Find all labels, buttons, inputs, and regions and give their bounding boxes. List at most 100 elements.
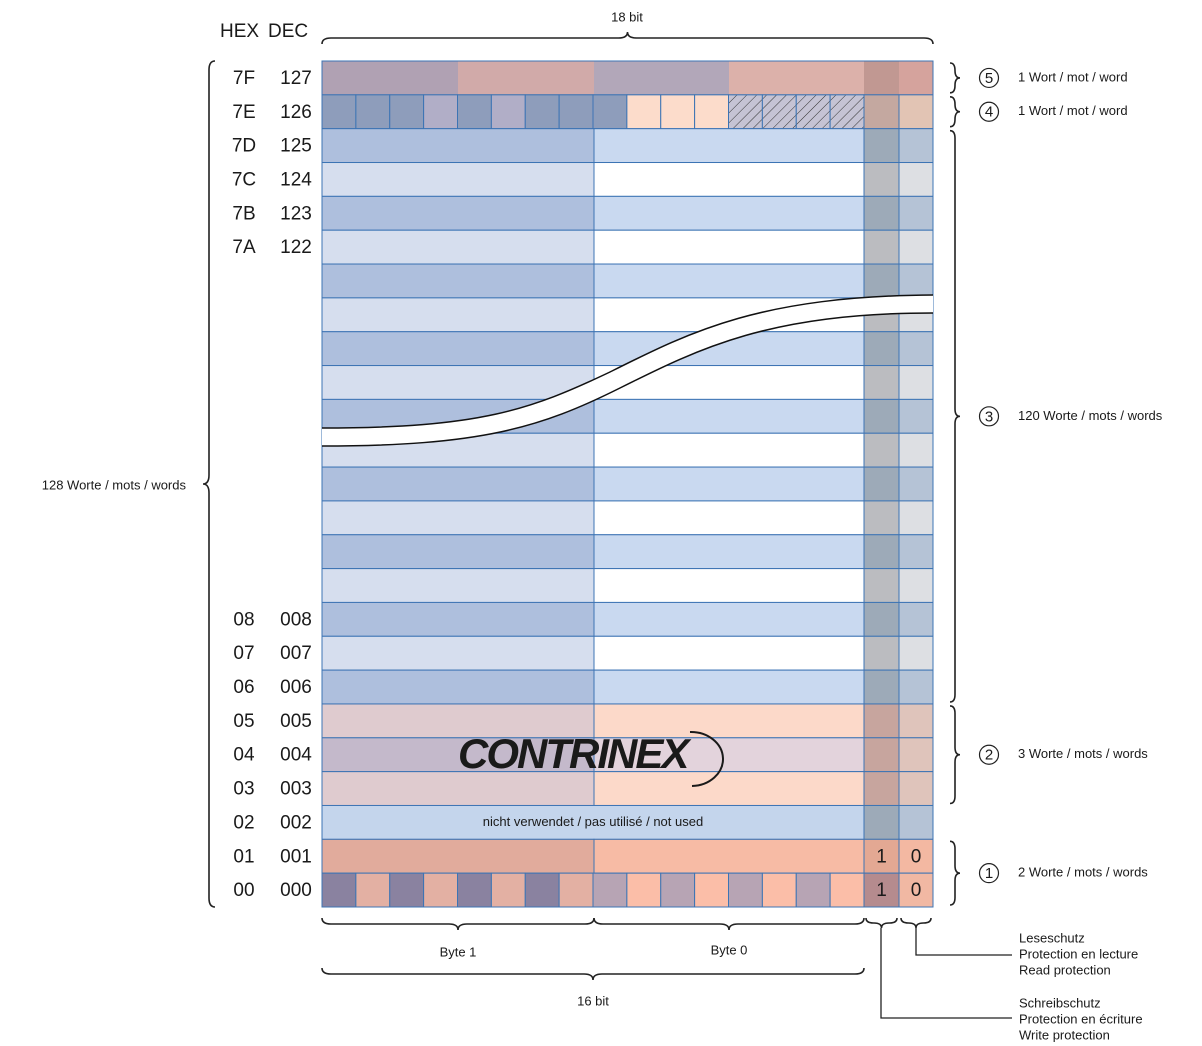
cell [593, 500, 865, 536]
cell [898, 534, 934, 570]
cell [898, 568, 934, 603]
cell [321, 568, 595, 603]
cell [321, 162, 595, 197]
section-label: 1 Wort / mot / word [1018, 103, 1128, 118]
cell [389, 94, 425, 130]
cell [863, 771, 900, 806]
brace [593, 917, 865, 931]
cell [795, 94, 831, 130]
write-protection-label: Schreibschutz [1019, 995, 1101, 1010]
cell [898, 162, 934, 197]
cell [321, 737, 595, 773]
dec-label: 008 [280, 609, 312, 630]
hex-label: 03 [233, 779, 254, 800]
cell [863, 229, 900, 265]
byte-label: Byte 0 [711, 942, 748, 957]
section-label: 2 Worte / mots / words [1018, 865, 1148, 880]
section-number: 5 [985, 70, 993, 87]
read-protection-label: Read protection [1019, 962, 1111, 977]
cell [660, 872, 696, 908]
brace [949, 62, 961, 94]
cell [898, 838, 934, 874]
cell [423, 872, 458, 908]
brace [949, 705, 961, 805]
cell [863, 669, 900, 705]
cell [761, 872, 797, 908]
cell [558, 872, 594, 908]
cell [321, 128, 595, 164]
callout-line [915, 928, 1012, 956]
cell [863, 432, 900, 468]
cell [458, 61, 594, 95]
hex-label: 08 [233, 609, 254, 630]
hex-label: 7E [232, 102, 255, 123]
brace [949, 840, 961, 906]
brace [949, 129, 961, 703]
cell [864, 61, 899, 95]
dec-label: 126 [280, 102, 312, 123]
cell [321, 229, 595, 265]
cell [863, 872, 900, 908]
dec-label: 006 [280, 677, 312, 698]
logo: CONTRINEX [458, 730, 692, 777]
brace [321, 967, 865, 981]
cell [626, 94, 662, 130]
write-protection-label: Write protection [1019, 1027, 1110, 1042]
cell [863, 398, 900, 434]
cell [524, 94, 560, 130]
cell [321, 838, 595, 874]
dec-label: 005 [280, 711, 312, 732]
cell [898, 669, 934, 705]
cell [898, 432, 934, 468]
cell [490, 872, 526, 908]
cell [863, 162, 900, 197]
cell [457, 872, 492, 908]
unused-label: nicht verwendet / pas utilisé / not used [483, 814, 703, 829]
section-label: 120 Worte / mots / words [1018, 408, 1163, 423]
break-edge [321, 294, 934, 429]
cell [863, 703, 900, 739]
cell [898, 195, 934, 231]
protection-bit: 0 [911, 846, 922, 867]
cell [694, 94, 729, 130]
dec-header: DEC [268, 21, 308, 42]
cell [761, 94, 797, 130]
cell [592, 94, 628, 130]
cell [593, 737, 865, 773]
dec-label: 122 [280, 237, 312, 258]
cell [728, 872, 763, 908]
cell [593, 601, 865, 637]
section-badge [978, 744, 1000, 765]
cell [490, 94, 526, 130]
cell [593, 534, 865, 570]
section-number: 3 [985, 408, 993, 425]
cell [321, 635, 595, 671]
cell [321, 297, 595, 333]
brace [321, 31, 934, 45]
brace [900, 917, 932, 929]
cell [863, 500, 900, 536]
cell [660, 94, 696, 130]
width-label: 18 bit [611, 9, 643, 24]
cell [423, 94, 458, 130]
hex-label: 07 [233, 643, 254, 664]
cell [898, 128, 934, 164]
callout-line [880, 928, 1012, 1019]
cell [321, 771, 595, 806]
dec-label: 007 [280, 643, 312, 664]
cell [898, 500, 934, 536]
cell [321, 872, 357, 908]
cell [321, 365, 595, 400]
dec-label: 124 [280, 169, 312, 190]
brace [321, 917, 595, 931]
dec-label: 127 [280, 68, 312, 89]
cell [321, 466, 595, 502]
hex-label: 05 [233, 711, 254, 732]
cell [863, 568, 900, 603]
cell [355, 94, 391, 130]
cell [594, 61, 729, 95]
cell [321, 804, 865, 840]
hex-label: 02 [233, 812, 254, 833]
break-band [322, 295, 933, 446]
